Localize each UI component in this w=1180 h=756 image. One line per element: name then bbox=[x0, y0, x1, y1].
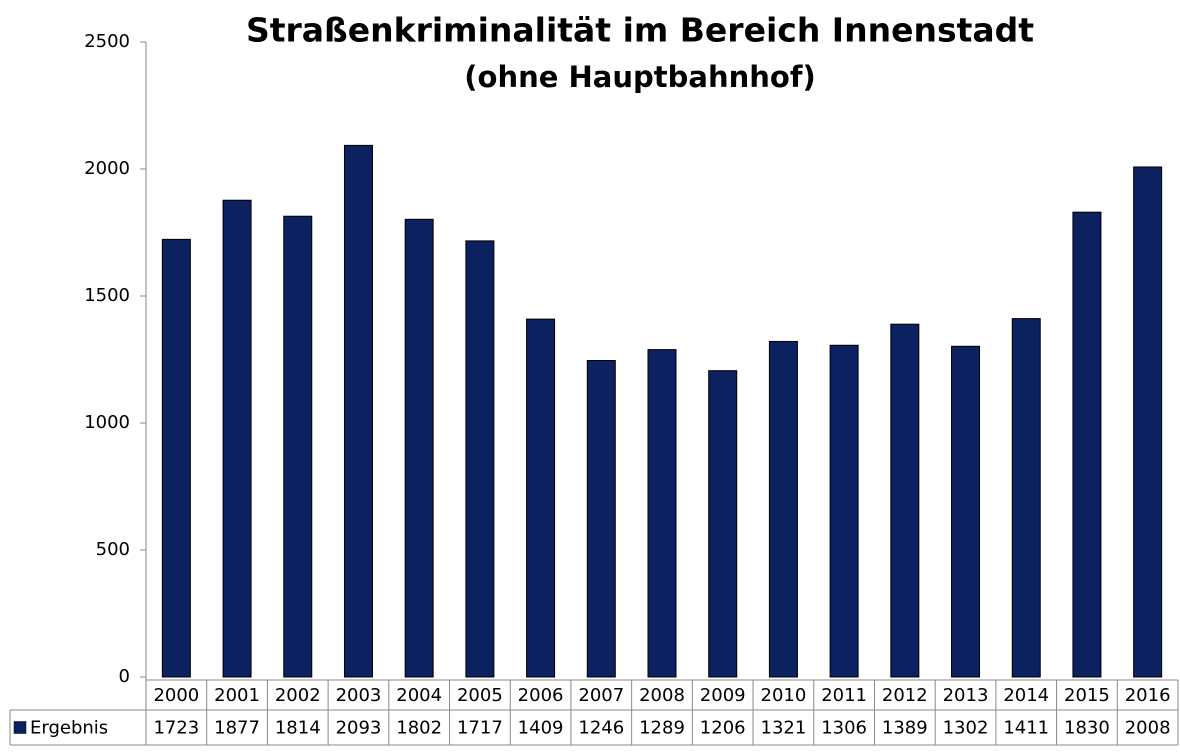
legend-swatch bbox=[13, 721, 27, 734]
bar bbox=[343, 144, 373, 678]
y-tick-label: 2500 bbox=[84, 31, 130, 52]
bar bbox=[465, 240, 495, 678]
table-value: 1389 bbox=[882, 718, 928, 739]
bar bbox=[222, 199, 252, 678]
y-tick-label: 2000 bbox=[84, 158, 130, 179]
table-value: 2093 bbox=[336, 718, 382, 739]
x-tick-label: 2010 bbox=[761, 685, 807, 706]
x-tick-label: 2003 bbox=[336, 685, 382, 706]
table-value: 1206 bbox=[700, 718, 746, 739]
bar bbox=[526, 318, 556, 678]
x-tick-label: 2012 bbox=[882, 685, 928, 706]
chart-subtitle: (ohne Hauptbahnhof) bbox=[464, 60, 815, 94]
x-tick-label: 2007 bbox=[578, 685, 624, 706]
bar bbox=[1072, 211, 1102, 678]
y-tick-label: 1000 bbox=[84, 412, 130, 433]
bar bbox=[586, 360, 616, 678]
table-value: 1302 bbox=[943, 718, 989, 739]
table-value: 1723 bbox=[153, 718, 199, 739]
table-value: 1802 bbox=[396, 718, 442, 739]
bar bbox=[283, 215, 313, 678]
x-tick-label: 2005 bbox=[457, 685, 503, 706]
x-tick-label: 2008 bbox=[639, 685, 685, 706]
bar bbox=[404, 218, 434, 678]
bar bbox=[951, 345, 981, 678]
y-tick-label: 500 bbox=[96, 539, 130, 560]
chart-title: Straßenkriminalität im Bereich Innenstad… bbox=[246, 11, 1034, 50]
x-tick-label: 2015 bbox=[1064, 685, 1110, 706]
x-tick-label: 2001 bbox=[214, 685, 260, 706]
bar bbox=[708, 370, 738, 678]
table-value: 1814 bbox=[275, 718, 321, 739]
x-tick-label: 2013 bbox=[943, 685, 989, 706]
bar bbox=[768, 340, 798, 678]
table-value: 1321 bbox=[761, 718, 807, 739]
table-value: 1246 bbox=[578, 718, 624, 739]
bar bbox=[829, 344, 859, 678]
table-value: 1830 bbox=[1064, 718, 1110, 739]
bar bbox=[161, 238, 191, 678]
bar bbox=[890, 323, 920, 678]
y-tick-label: 0 bbox=[119, 666, 130, 687]
x-tick-label: 2000 bbox=[153, 685, 199, 706]
table-value: 1306 bbox=[821, 718, 867, 739]
table-value: 1409 bbox=[518, 718, 564, 739]
table-value: 1717 bbox=[457, 718, 503, 739]
x-tick-label: 2002 bbox=[275, 685, 321, 706]
x-tick-label: 2009 bbox=[700, 685, 746, 706]
x-tick-label: 2011 bbox=[821, 685, 867, 706]
table-value: 1289 bbox=[639, 718, 685, 739]
bar bbox=[1011, 318, 1041, 678]
x-tick-label: 2016 bbox=[1125, 685, 1171, 706]
table-value: 1877 bbox=[214, 718, 260, 739]
x-tick-label: 2006 bbox=[518, 685, 564, 706]
bar bbox=[1133, 166, 1163, 678]
bar bbox=[647, 349, 677, 678]
x-tick-label: 2004 bbox=[396, 685, 442, 706]
table-value: 2008 bbox=[1125, 718, 1171, 739]
y-tick-label: 1500 bbox=[84, 285, 130, 306]
x-tick-label: 2014 bbox=[1003, 685, 1049, 706]
table-value: 1411 bbox=[1003, 718, 1049, 739]
legend-label: Ergebnis bbox=[30, 718, 108, 739]
